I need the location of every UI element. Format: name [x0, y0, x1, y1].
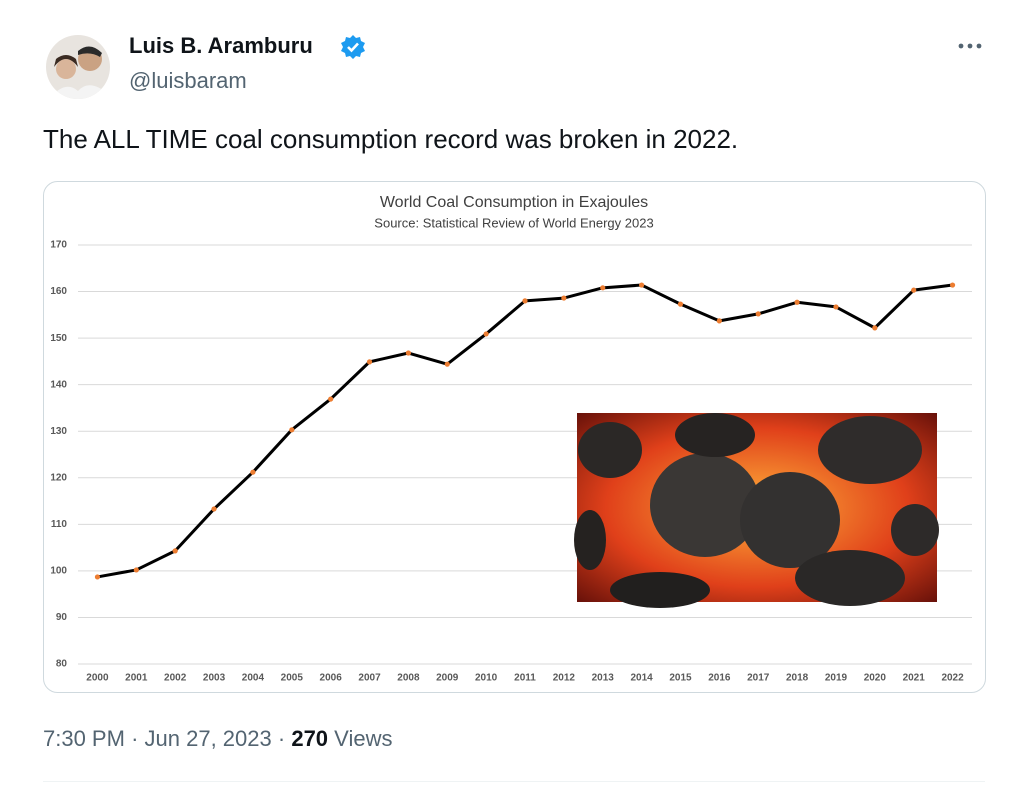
data-point — [328, 396, 334, 402]
x-tick-label: 2006 — [320, 673, 343, 684]
y-tick-label: 160 — [50, 286, 67, 297]
views-label: Views — [334, 726, 393, 751]
more-menu[interactable] — [956, 38, 986, 54]
data-point — [211, 506, 217, 512]
views-count: 270 — [291, 726, 329, 751]
data-point — [949, 282, 956, 288]
x-tick-label: 2014 — [630, 673, 653, 684]
data-point — [289, 427, 295, 433]
y-tick-label: 150 — [50, 333, 67, 344]
x-tick-label: 2017 — [747, 673, 770, 684]
x-tick-label: 2005 — [281, 673, 304, 684]
data-point — [133, 567, 139, 573]
data-point — [716, 318, 722, 324]
x-tick-label: 2019 — [825, 673, 848, 684]
y-tick-label: 120 — [50, 472, 67, 483]
timestamp[interactable]: 7:30 PM · Jun 27, 2023 · 270 Views — [43, 726, 392, 752]
data-point — [172, 548, 178, 554]
data-point — [444, 361, 450, 367]
x-tick-label: 2008 — [397, 673, 420, 684]
time: 7:30 PM — [43, 726, 125, 751]
x-tick-label: 2010 — [475, 673, 498, 684]
x-tick-label: 2015 — [669, 673, 692, 684]
data-point — [250, 469, 256, 475]
divider — [43, 781, 985, 782]
verified-badge — [341, 35, 365, 59]
x-tick-label: 2000 — [86, 673, 109, 684]
chart[interactable]: World Coal Consumption in Exajoules Sour… — [0, 0, 1022, 700]
x-tick-label: 2011 — [514, 673, 536, 684]
x-tick-label: 2018 — [786, 673, 809, 684]
data-point — [366, 359, 373, 365]
data-point — [522, 298, 528, 304]
data-point — [639, 282, 645, 288]
data-point — [600, 285, 606, 291]
x-tick-label: 2020 — [864, 673, 887, 684]
y-tick-label: 110 — [51, 519, 68, 530]
coal-photo — [574, 413, 939, 608]
data-point — [833, 304, 839, 310]
data-point — [483, 331, 489, 337]
x-tick-label: 2002 — [164, 673, 187, 684]
data-point — [561, 295, 567, 301]
data-point — [911, 287, 917, 293]
y-tick-label: 90 — [56, 612, 68, 623]
x-tick-label: 2022 — [941, 673, 964, 684]
data-point — [405, 350, 411, 356]
y-tick-label: 80 — [56, 659, 68, 670]
avatar[interactable] — [44, 33, 112, 101]
separator: · — [277, 726, 286, 751]
author-name[interactable]: Luis B. Aramburu — [129, 33, 313, 58]
chart-subtitle: Source: Statistical Review of World Ener… — [374, 215, 653, 230]
date: Jun 27, 2023 — [144, 726, 272, 751]
handle[interactable]: @luisbaram — [129, 68, 247, 93]
x-tick-label: 2016 — [708, 673, 731, 684]
y-tick-label: 140 — [50, 379, 67, 390]
x-tick-label: 2007 — [358, 673, 381, 684]
separator: · — [131, 726, 139, 751]
x-tick-label: 2009 — [436, 673, 459, 684]
data-point — [755, 311, 761, 317]
x-tick-label: 2012 — [553, 673, 576, 684]
y-tick-label: 130 — [50, 426, 67, 437]
y-tick-label: 100 — [50, 566, 67, 577]
x-tick-label: 2001 — [125, 673, 148, 684]
tweet-text: The ALL TIME coal consumption record was… — [43, 124, 739, 154]
x-tick-label: 2004 — [242, 673, 265, 684]
data-point — [872, 325, 878, 331]
data-point — [794, 299, 800, 305]
x-tick-label: 2013 — [592, 673, 615, 684]
data-point — [677, 301, 684, 307]
y-tick-label: 170 — [50, 240, 67, 251]
x-tick-label: 2003 — [203, 673, 226, 684]
data-point — [94, 574, 101, 580]
chart-title: World Coal Consumption in Exajoules — [380, 194, 648, 211]
x-tick-label: 2021 — [903, 673, 926, 684]
